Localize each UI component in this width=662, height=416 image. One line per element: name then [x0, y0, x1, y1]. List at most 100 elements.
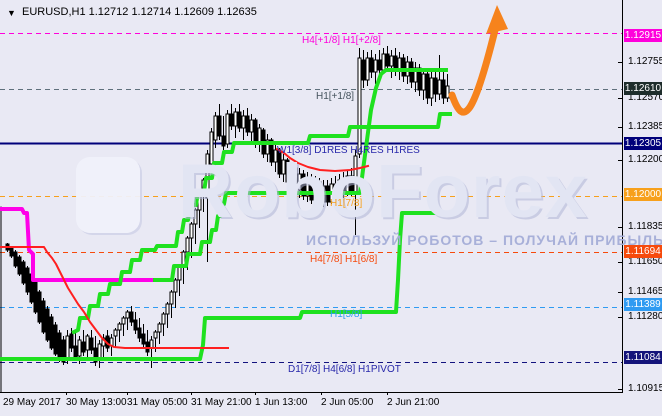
price-badge-1.11389: 1.11389 [624, 298, 662, 311]
candle-body [309, 177, 314, 201]
candle-body [9, 247, 14, 257]
candle-body [193, 209, 198, 225]
candle-body [85, 335, 90, 351]
time-tick-label: 30 May 13:00 [66, 397, 127, 408]
candle-body [53, 324, 58, 355]
candle-body [401, 57, 406, 77]
candle-body [389, 55, 394, 67]
candle-body [421, 73, 426, 91]
candle-body [185, 237, 190, 253]
candle-body [61, 339, 66, 363]
candle-body [361, 59, 366, 81]
time-tick-mark [191, 392, 192, 395]
candle-body [429, 77, 434, 99]
green-step-slow [153, 68, 448, 282]
candle-body [297, 173, 302, 191]
level-label-1.12000: H1[7/8] [330, 198, 363, 209]
time-tick-label: 2 Jun 05:00 [321, 397, 374, 408]
candle-body [173, 279, 178, 293]
candle-body [41, 300, 46, 333]
candle-body [241, 115, 246, 129]
candle-body [77, 339, 82, 357]
candle-body [373, 59, 378, 73]
price-tick-label: 1.12755 [628, 56, 662, 67]
candle-body [301, 173, 306, 197]
price-tick-label: 1.11835 [628, 221, 662, 232]
trend-arrow-head-icon [486, 5, 508, 34]
price-tick-mark [618, 160, 622, 161]
price-tick-mark [618, 262, 622, 263]
candle-body [393, 55, 398, 71]
candle-body [273, 149, 278, 163]
candle-body [141, 333, 146, 345]
candle-body [265, 139, 270, 155]
level-label-1.12305: W1[3/8] D1RES H4RES H1RES [277, 145, 420, 156]
candle-body [269, 139, 274, 163]
candle-body [441, 79, 446, 99]
chart-canvas [0, 5, 622, 392]
price-tick-label: 1.11465 [628, 286, 662, 297]
candle-body [137, 327, 142, 339]
candle-body [365, 57, 370, 81]
candle-body [253, 119, 258, 145]
level-label-1.12610: H1[+1/8] [316, 91, 355, 102]
level-label-1.11389: H1[5/8] [330, 309, 363, 320]
green-step-bottom [0, 211, 448, 361]
candle-body [25, 267, 30, 293]
time-tick-mark [255, 392, 256, 395]
candle-body [369, 57, 374, 73]
candle-body [169, 291, 174, 305]
level-label-1.11084: D1[7/8] H4[6/8] H1PIVOT [288, 364, 401, 375]
time-tick-mark [321, 392, 322, 395]
price-tick-label: 1.12385 [628, 121, 662, 132]
green-step-fast [71, 112, 452, 335]
candle-body [113, 329, 118, 337]
level-label-1.11694: H4[7/8] H1[6/8] [310, 254, 378, 265]
candle-body [133, 319, 138, 331]
level-label-1.12915: H4[+1/8] H1[+2/8] [302, 35, 381, 46]
candle-body [45, 308, 50, 341]
candle-body [217, 115, 222, 137]
symbol-quote-header: EURUSD,H1 1.12712 1.12714 1.12609 1.1263… [22, 6, 257, 18]
candle-body [221, 135, 226, 147]
price-badge-1.11694: 1.11694 [624, 245, 662, 258]
candle-body [117, 323, 122, 331]
candle-body [17, 256, 22, 275]
price-tick-label: 1.12570 [628, 92, 662, 103]
time-tick-mark [387, 392, 388, 395]
roboforex-watermark: RoboForex [178, 149, 589, 234]
time-axis-line [0, 392, 623, 393]
price-axis-line[interactable] [622, 0, 623, 393]
time-tick-label: 1 Jun 13:00 [255, 397, 308, 408]
trend-arrow-shaft [448, 18, 501, 116]
price-tick-mark [618, 62, 622, 63]
candle-body [33, 281, 38, 313]
time-tick-label: 29 May 2017 [3, 397, 61, 408]
candle-body [93, 347, 98, 363]
candle-body [165, 303, 170, 315]
candle-body [229, 113, 234, 127]
chevron-down-icon[interactable]: ▼ [7, 8, 16, 18]
price-badge-1.12305: 1.12305 [624, 137, 662, 150]
watermark-slogan: ИСПОЛЬЗУЙ РОБОТОВ – ПОЛУЧАЙ ПРИБЫЛЬ [306, 232, 662, 248]
candle-body [177, 265, 182, 281]
candle-body [213, 115, 218, 141]
chart-plot-area[interactable]: H4[+1/8] H1[+2/8] H1[+1/8] W1[3/8] D1RES H… [0, 0, 622, 392]
candle-body [281, 159, 286, 175]
price-tick-mark [618, 127, 622, 128]
price-tick-mark [618, 227, 622, 228]
candle-body [189, 223, 194, 239]
murrey-magenta-step [0, 207, 157, 282]
candle-body [73, 345, 78, 359]
candle-body [125, 311, 130, 319]
price-tick-mark [618, 317, 622, 318]
price-badge-1.12000: 1.12000 [624, 188, 662, 201]
candle-body [289, 167, 294, 183]
candle-body [249, 119, 254, 133]
candle-body [153, 331, 158, 339]
candle-body [209, 131, 214, 165]
candle-body [433, 77, 438, 95]
price-badge-1.12610: 1.12610 [624, 82, 662, 95]
candle-body [149, 339, 154, 349]
